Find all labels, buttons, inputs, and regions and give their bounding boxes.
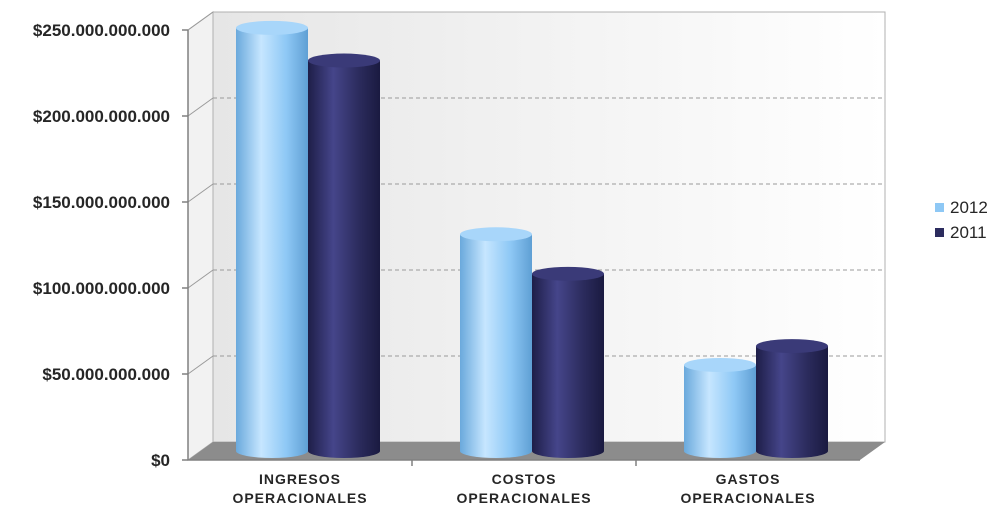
bar-body (308, 60, 380, 459)
x-category-label: OPERACIONALES (456, 490, 591, 506)
bar-2012-1 (236, 20, 308, 458)
legend-label: 2011 (950, 223, 987, 242)
gridline-side (187, 183, 214, 203)
gridline-side (187, 97, 214, 117)
bar-body (756, 346, 828, 458)
y-tick-label: $200.000.000.000 (33, 107, 170, 126)
y-tick-label: $100.000.000.000 (33, 279, 170, 298)
bar-body (684, 365, 756, 458)
bar-top (308, 53, 380, 68)
x-category-label: INGRESOS (259, 471, 341, 487)
bar-top (684, 358, 756, 372)
bar-2012-3 (684, 358, 756, 458)
y-tick-label: $0 (151, 451, 170, 470)
bar-top (236, 20, 308, 35)
bar-2011-2 (532, 266, 604, 458)
gridline-side (187, 355, 214, 375)
y-tick-label: $250.000.000.000 (33, 21, 170, 40)
bar-body (532, 273, 604, 458)
bar-top (756, 339, 828, 354)
bar-2011-1 (308, 53, 380, 459)
bar-body (236, 27, 308, 458)
bar-top (532, 266, 604, 281)
legend-label: 2012 (950, 198, 988, 217)
legend-swatch (935, 203, 944, 212)
gridline-side (187, 269, 214, 289)
legend-swatch (935, 228, 944, 237)
x-category-label: COSTOS (492, 471, 557, 487)
y-tick-label: $50.000.000.000 (42, 365, 170, 384)
x-category-label: OPERACIONALES (680, 490, 815, 506)
bar-top (460, 227, 532, 242)
gridline-side (187, 11, 214, 31)
x-category-label: GASTOS (716, 471, 781, 487)
y-tick-label: $150.000.000.000 (33, 193, 170, 212)
x-category-label: OPERACIONALES (232, 490, 367, 506)
side-wall (187, 11, 214, 461)
bar-2011-3 (756, 339, 828, 458)
bar-body (460, 234, 532, 458)
bar-2012-2 (460, 227, 532, 458)
